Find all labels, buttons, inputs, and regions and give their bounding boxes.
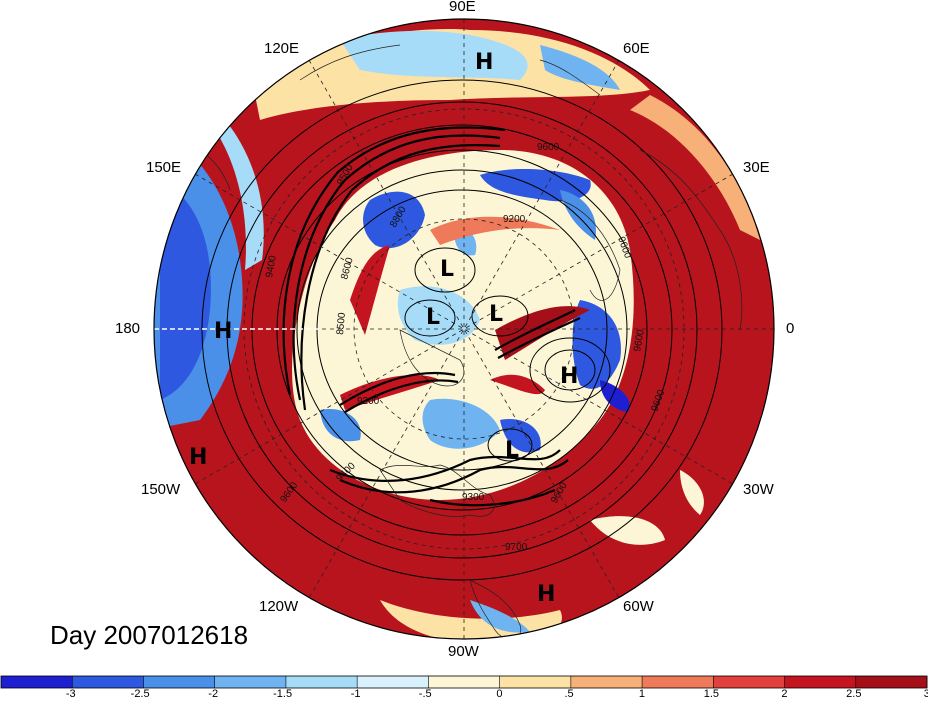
colorbar-swatch: [285, 676, 358, 688]
contour-label: 9300: [462, 492, 485, 503]
colorbar-tick-label: 2.5: [846, 688, 862, 700]
anomaly-field: [154, 19, 774, 639]
colorbar: [0, 675, 928, 689]
longitude-label-120w: 120W: [259, 598, 299, 615]
longitude-label-90e: 90E: [449, 0, 476, 15]
longitude-label-0: 0: [786, 320, 795, 337]
low-pressure-marker: L: [505, 438, 520, 463]
contour-label: 9700: [505, 542, 528, 553]
colorbar-tick-label: -3: [65, 688, 76, 700]
colorbar-swatch: [784, 676, 857, 688]
contour-label: 9400: [264, 254, 279, 278]
colorbar-tick-label: -.5: [418, 688, 432, 700]
contour-label: 9600: [537, 142, 560, 153]
height-contours: [201, 79, 723, 581]
colorbar-tick-label: 1: [638, 688, 645, 700]
colorbar-tick-label: 3: [923, 688, 928, 700]
colorbar-tick-label: -1.5: [273, 688, 293, 700]
colorbar-swatch: [214, 676, 287, 688]
longitude-label-150e: 150E: [146, 159, 182, 176]
longitude-label-30w: 30W: [743, 481, 774, 498]
colorbar-tick-label: -1: [350, 688, 361, 700]
contour-label: 9600: [632, 328, 647, 352]
high-pressure-marker: H: [560, 364, 579, 389]
high-pressure-marker: H: [189, 445, 208, 470]
longitude-label-30e: 30E: [743, 159, 770, 176]
colorbar-frame: [0, 675, 928, 689]
high-pressure-marker: H: [214, 319, 233, 344]
colorbar-tick-label: -2.5: [130, 688, 150, 700]
contour-label: 9200: [357, 396, 380, 407]
wind-contours: [282, 126, 581, 507]
colorbar-swatch: [713, 676, 786, 688]
colorbar-swatch: [570, 676, 643, 688]
low-pressure-marker: L: [426, 305, 441, 330]
colorbar-swatch: [357, 676, 429, 688]
colorbar-swatch: [855, 676, 928, 688]
longitude-label-60e: 60E: [623, 40, 650, 57]
low-pressure-marker: L: [440, 257, 455, 282]
colorbar-swatch: [642, 676, 714, 688]
date-label: Day 2007012618: [50, 620, 249, 650]
colorbar-tick-label: 0: [496, 688, 503, 700]
high-pressure-marker: H: [475, 50, 494, 75]
longitude-label-60w: 60W: [623, 598, 654, 615]
colorbar-swatch: [143, 676, 216, 688]
colorbar-tick-label: 1.5: [703, 688, 719, 700]
longitude-label-180: 180: [115, 320, 141, 337]
longitude-label-150w: 150W: [141, 481, 181, 498]
contour-label: 8500: [335, 312, 348, 336]
longitude-label-90w: 90W: [448, 643, 479, 660]
colorbar-tick-label: .5: [564, 688, 574, 700]
colorbar-swatch: [428, 676, 501, 688]
colorbar-tick-label: 2: [781, 688, 788, 700]
colorbar-swatch: [72, 676, 144, 688]
high-pressure-marker: H: [537, 582, 556, 607]
colorbar-swatch: [499, 676, 572, 688]
contour-label: 9200: [503, 214, 526, 225]
colorbar-swatch: [1, 676, 73, 688]
longitude-label-120e: 120E: [264, 40, 300, 57]
low-pressure-marker: L: [489, 302, 504, 327]
map-boundary: [153, 18, 775, 640]
colorbar-tick-label: -2: [208, 688, 219, 700]
